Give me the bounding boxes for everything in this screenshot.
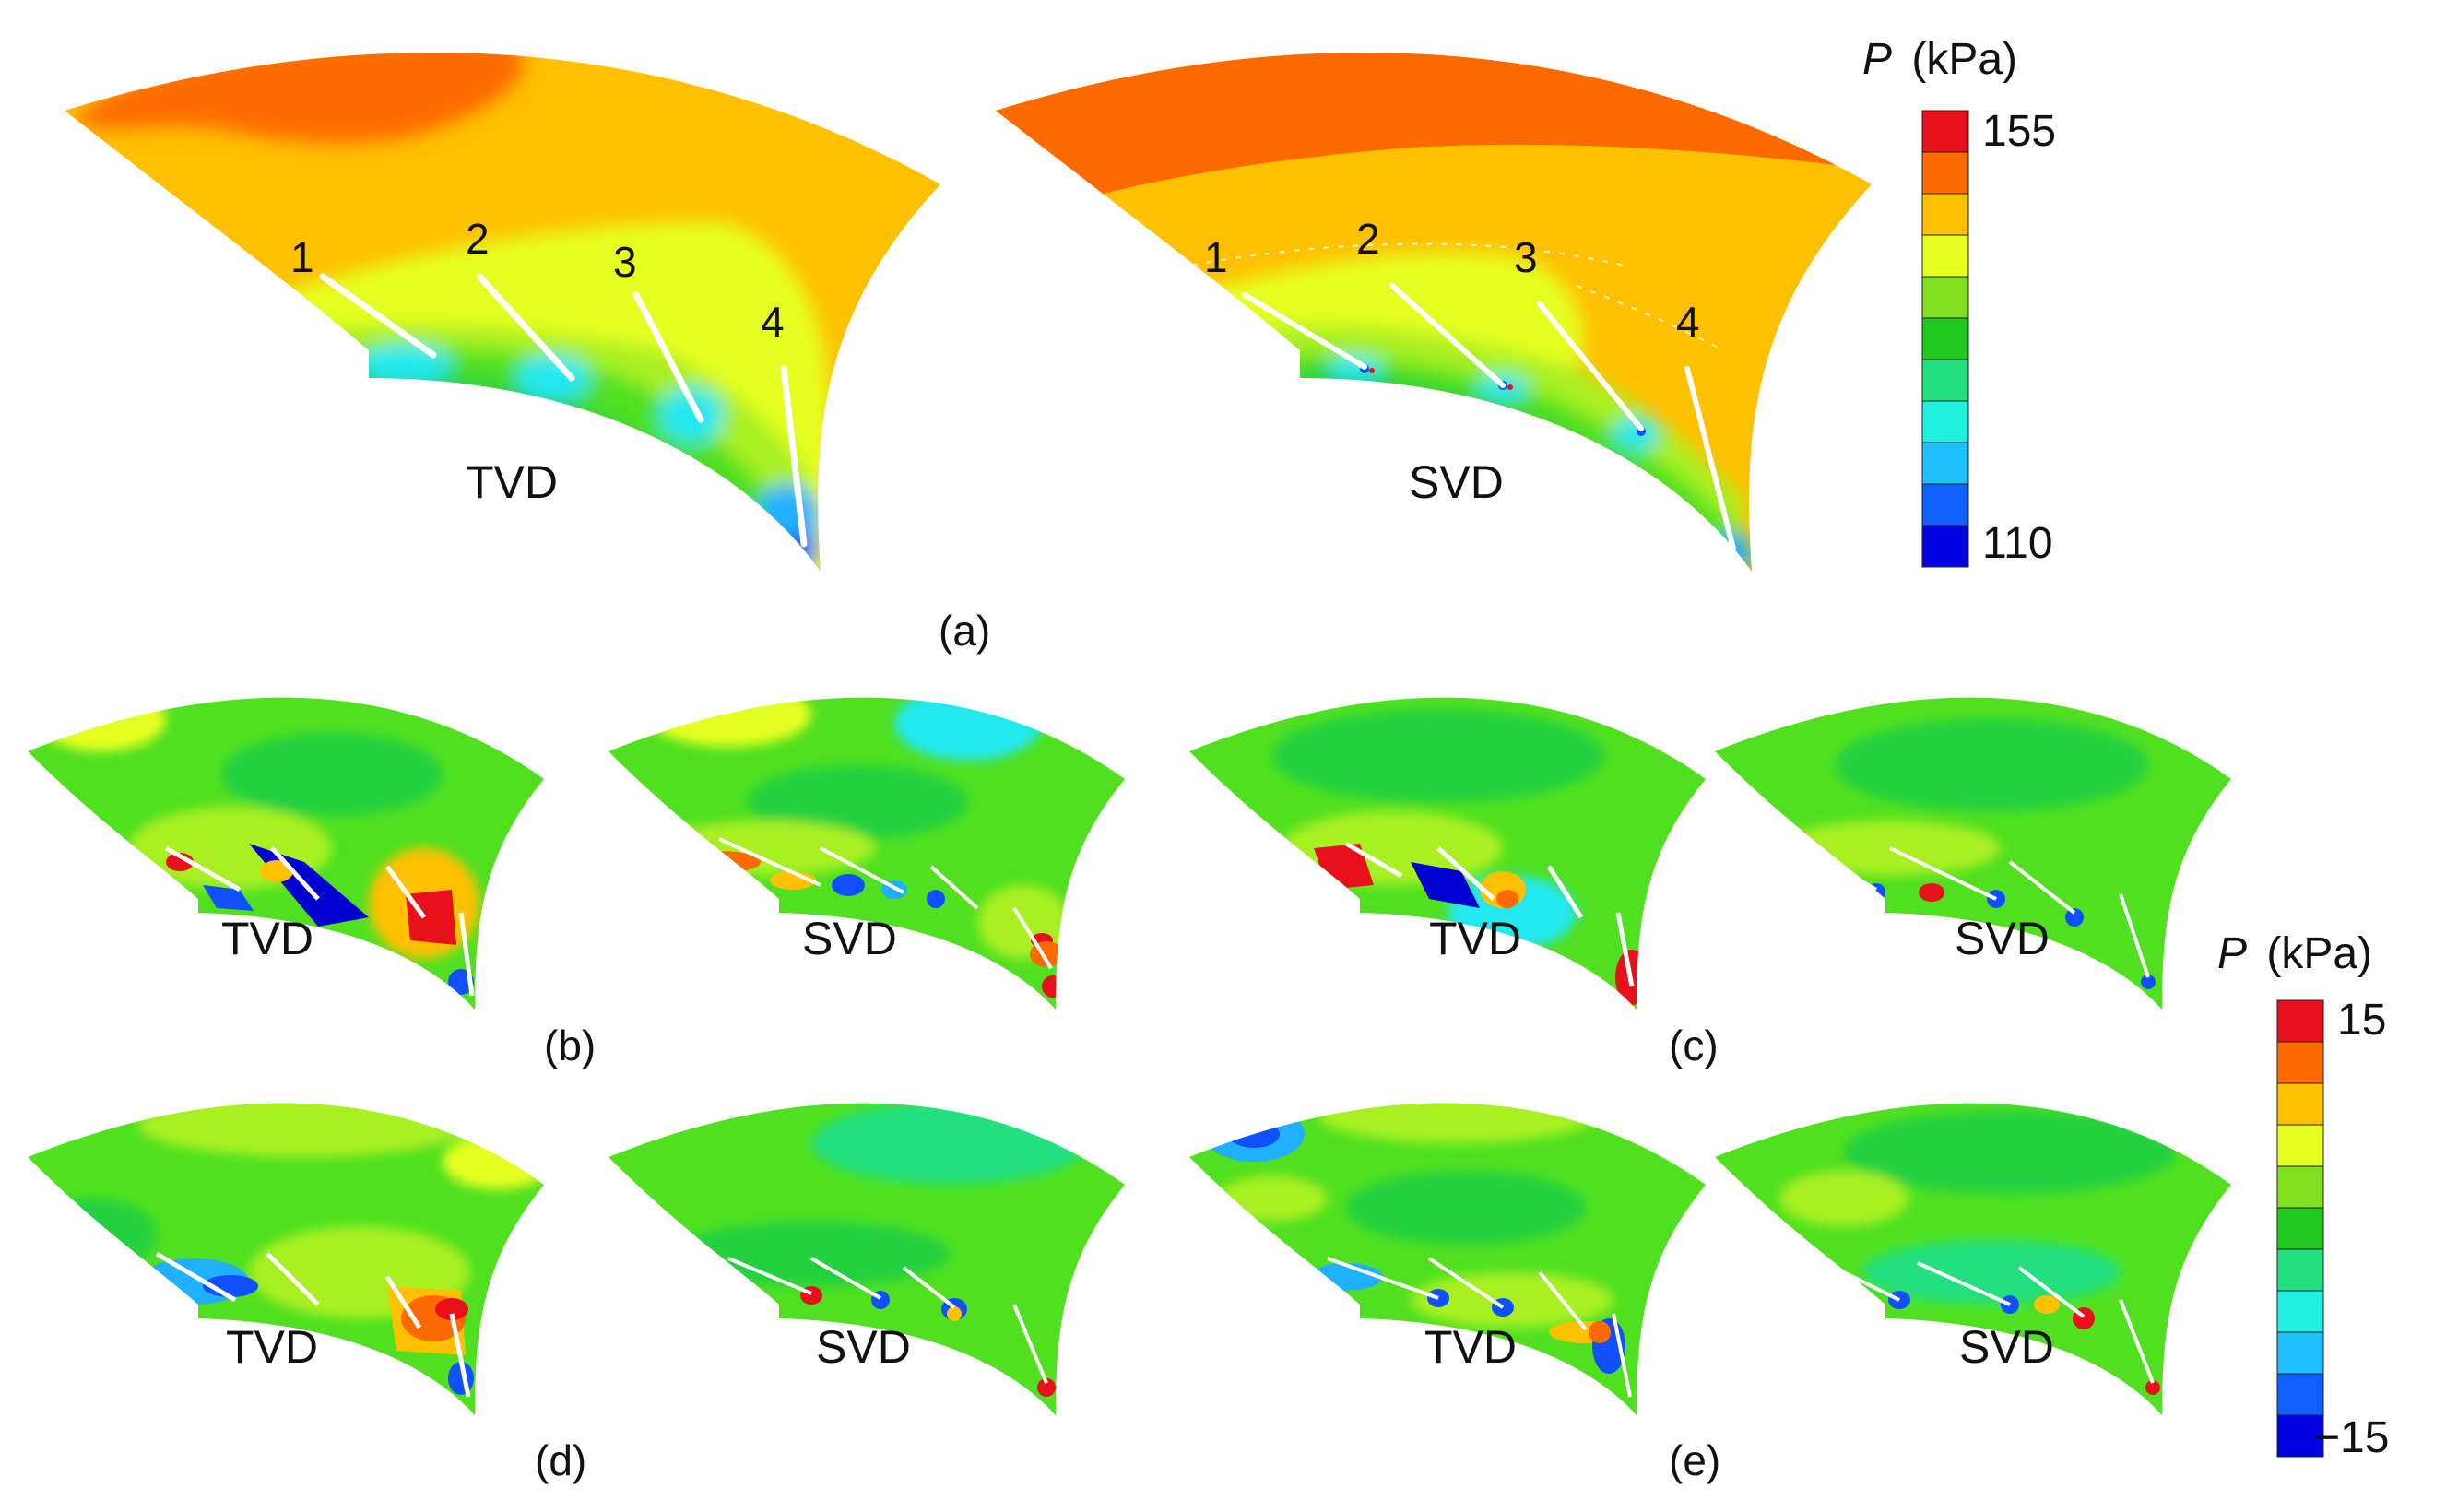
panel-caption-b: (b) <box>544 1022 596 1069</box>
colorbar-swatch <box>2276 1414 2324 1458</box>
vane-number: 3 <box>613 238 637 286</box>
vane-number: 4 <box>761 298 785 346</box>
contour-field <box>996 53 1872 573</box>
diffuser-type-label: SVD <box>816 1321 911 1373</box>
colorbar-swatch <box>1921 442 1969 485</box>
contour-field <box>1715 697 2231 1010</box>
panel-a-tvd: 1 2 3 4 TVD <box>65 53 940 573</box>
colorbar-swatch <box>1921 234 1969 278</box>
diffuser-type-label: SVD <box>1959 1321 2054 1373</box>
colorbar-swatch <box>2276 1082 2324 1126</box>
panel-b-svd: SVD <box>609 697 1125 1010</box>
contour-field <box>609 1103 1125 1415</box>
colorbar-bottom: P (kPa) 15 −15 <box>2217 929 2389 1462</box>
panel-c-svd: SVD <box>1715 697 2231 1010</box>
colorbar-title: P (kPa) <box>1862 35 2017 84</box>
vane-number: 3 <box>1514 233 1538 281</box>
colorbar-swatch <box>2276 1331 2324 1375</box>
diffuser-type-label: TVD <box>1429 913 1521 964</box>
colorbar-swatch <box>1921 317 1969 360</box>
diffuser-type-label: SVD <box>802 913 897 964</box>
panel-e-svd: SVD <box>1715 1103 2231 1415</box>
vane-number: 4 <box>1676 298 1700 346</box>
contour-field <box>28 1103 544 1415</box>
colorbar-top: P (kPa) 155 110 <box>1862 35 2056 568</box>
panel-a-svd: 1 2 3 4 SVD <box>996 53 1872 573</box>
colorbar-swatch <box>2276 1207 2324 1250</box>
colorbar-swatch <box>2276 999 2324 1043</box>
colorbar-swatch <box>1921 400 1969 443</box>
diffuser-type-label: TVD <box>1424 1321 1517 1373</box>
diffuser-type-label: TVD <box>226 1321 318 1373</box>
panel-b-tvd: TVD <box>28 697 544 1010</box>
colorbar-swatch <box>2276 1248 2324 1292</box>
colorbar-swatch <box>1921 276 1969 319</box>
colorbar-swatch <box>1921 193 1969 236</box>
contour-field <box>609 697 1125 1010</box>
colorbar-swatches <box>1921 110 1969 568</box>
colorbar-swatch <box>2276 1124 2324 1167</box>
panel-caption-c: (c) <box>1669 1022 1719 1069</box>
diffuser-type-label: SVD <box>1955 913 2050 964</box>
panel-e-tvd: TVD <box>1189 1103 1706 1415</box>
vane-number: 2 <box>466 215 490 263</box>
colorbar-min-label: −15 <box>2314 1413 2389 1462</box>
panel-c-tvd: TVD <box>1189 697 1706 1010</box>
diffuser-type-label: TVD <box>466 456 558 508</box>
colorbar-symbol: P <box>1862 35 1892 84</box>
vane-number: 1 <box>290 233 314 281</box>
panel-caption-e: (e) <box>1669 1436 1720 1484</box>
colorbar-min-label: 110 <box>1982 519 2053 568</box>
contour-field <box>28 697 544 1010</box>
colorbar-symbol: P <box>2217 929 2247 978</box>
colorbar-swatch <box>2276 1041 2324 1084</box>
colorbar-max-label: 155 <box>1982 107 2056 156</box>
colorbar-swatch <box>1921 483 1969 526</box>
colorbar-title: P (kPa) <box>2217 929 2372 978</box>
contour-field <box>65 53 940 573</box>
contour-field <box>1189 697 1706 1010</box>
colorbar-swatch <box>2276 1373 2324 1416</box>
colorbar-swatch <box>1921 525 1969 568</box>
vane-number: 2 <box>1356 215 1380 263</box>
colorbar-swatch <box>2276 1290 2324 1333</box>
vane-number: 1 <box>1204 233 1228 281</box>
colorbar-swatch <box>1921 110 1969 153</box>
panel-d-tvd: TVD <box>28 1103 544 1415</box>
colorbar-swatches <box>2276 999 2324 1458</box>
colorbar-swatch <box>2276 1165 2324 1209</box>
contour-field <box>1189 1103 1706 1415</box>
diffuser-type-label: TVD <box>221 913 313 964</box>
panel-d-svd: SVD <box>609 1103 1125 1415</box>
colorbar-swatch <box>1921 359 1969 402</box>
colorbar-unit: (kPa) <box>2266 929 2372 978</box>
colorbar-max-label: 15 <box>2337 996 2386 1045</box>
diffuser-type-label: SVD <box>1409 456 1504 508</box>
colorbar-unit: (kPa) <box>1911 35 2017 84</box>
colorbar-swatch <box>1921 151 1969 195</box>
panel-caption-a: (a) <box>939 607 990 655</box>
contour-field <box>1715 1103 2231 1415</box>
panel-caption-d: (d) <box>535 1436 586 1484</box>
